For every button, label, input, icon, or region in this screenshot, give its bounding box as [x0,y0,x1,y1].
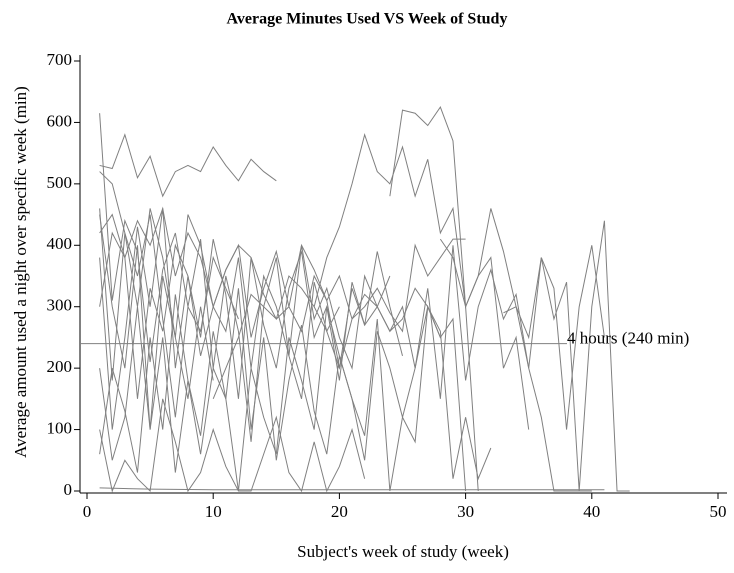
x-tick-label: 10 [205,502,222,521]
series-line [99,206,391,369]
y-axis-label: Average amount used a night over specifi… [11,86,30,458]
series-line [99,208,340,442]
chart-title: Average Minutes Used VS Week of Study [227,11,508,28]
series-line [313,132,530,430]
series-line [99,487,605,491]
y-tick-label: 700 [47,50,73,69]
x-tick-label: 40 [583,502,600,521]
series-line [414,245,592,492]
x-tick-label: 20 [331,502,348,521]
series-line [212,275,467,492]
reference-label: 4 hours (240 min) [567,328,689,347]
y-tick-label: 600 [47,111,73,130]
y-tick-label: 200 [47,357,73,376]
x-axis-label: Subject's week of study (week) [297,542,509,561]
y-tick-label: 300 [47,296,73,315]
x-tick-label: 30 [457,502,474,521]
series-line [439,208,605,430]
y-tick-label: 100 [47,418,73,437]
series-line [389,105,479,492]
series-line [99,133,277,198]
series-line [99,288,416,492]
x-tick-label: 0 [83,502,92,521]
y-tick-label: 400 [47,234,73,253]
series-line [99,398,366,493]
y-tick-label: 500 [47,173,73,192]
series-line [99,214,214,430]
series-line [99,113,239,363]
y-tick-label: 0 [64,480,73,499]
series-line [99,304,492,492]
series-line [503,220,630,492]
x-tick-label: 50 [710,502,727,521]
